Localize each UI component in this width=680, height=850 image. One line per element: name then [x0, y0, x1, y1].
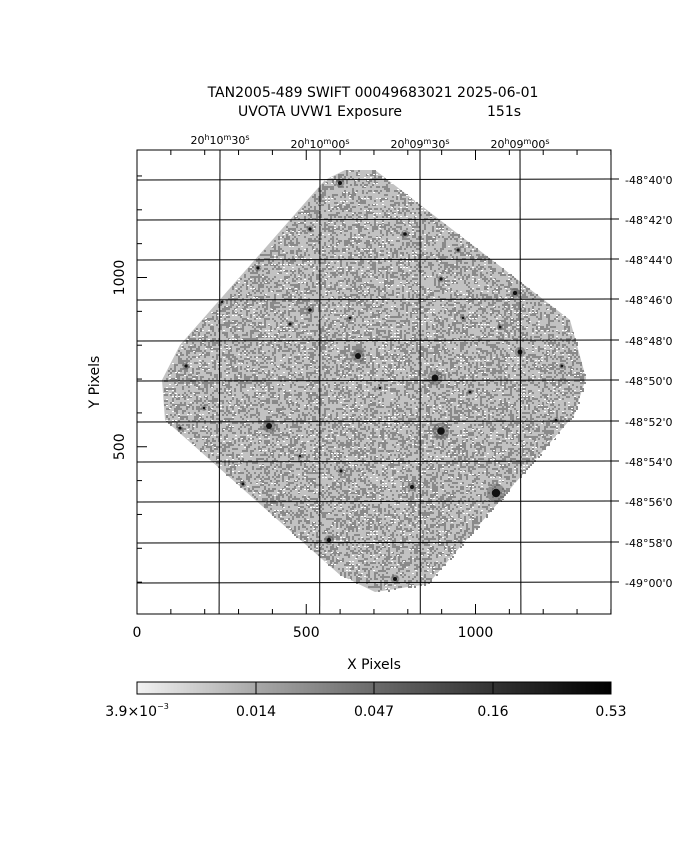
point-source: [560, 364, 564, 368]
dec-label: -48°54'0: [625, 456, 673, 469]
y-tick-label: 500: [112, 433, 128, 460]
point-source: [348, 316, 352, 320]
dec-grid-line: [136, 460, 612, 463]
dec-grid-line: [136, 420, 612, 423]
point-source: [378, 386, 382, 390]
y-tick-labels: 500 1000: [112, 260, 128, 460]
colorbar-label: 0.047: [354, 704, 394, 720]
x-tick-label: 1000: [458, 625, 494, 641]
point-source: [498, 325, 502, 329]
point-source: [298, 454, 302, 458]
figure-title: TAN2005-489 SWIFT 00049683021 2025-06-01: [207, 85, 539, 101]
dec-grid-line: [136, 339, 612, 342]
dec-label: -48°50'0: [625, 375, 673, 388]
image-sources: [176, 178, 566, 584]
colorbar-label: 0.53: [595, 704, 626, 720]
point-source: [461, 316, 465, 320]
y-axis-label: Y Pixels: [87, 356, 103, 410]
point-source: [288, 322, 292, 326]
x-tick-labels: 0 500 1000: [133, 625, 494, 641]
point-source: [512, 290, 518, 296]
ra-label: 20h10m00s: [290, 137, 349, 151]
x-tick-label: 500: [293, 625, 320, 641]
point-source: [468, 390, 472, 394]
dec-label: -48°48'0: [625, 335, 673, 348]
dec-grid-line: [136, 178, 612, 181]
point-source: [178, 426, 182, 430]
dec-grid-line: [136, 541, 612, 544]
point-source: [266, 423, 272, 429]
point-source: [256, 266, 260, 270]
point-source: [338, 181, 342, 185]
point-source: [308, 227, 312, 231]
dec-label: -49°00'0: [625, 577, 673, 590]
figure-subtitle: UVOTA UVW1 Exposure: [238, 104, 402, 120]
dec-label: -48°56'0: [625, 496, 673, 509]
ra-axis-labels: 20h10m30s 20h10m00s 20h09m30s 20h09m00s: [190, 133, 549, 151]
point-source: [439, 277, 443, 281]
ra-grid-line: [218, 149, 221, 615]
dec-grid-line: [136, 298, 612, 301]
point-source: [184, 364, 188, 368]
colorbar-label: 0.16: [477, 704, 508, 720]
x-axis-label: X Pixels: [347, 657, 401, 673]
dec-grid-line: [136, 500, 612, 503]
colorbar-ticks: [255, 682, 494, 694]
point-source: [339, 469, 343, 473]
exposure-time: 151s: [487, 104, 521, 120]
colorbar-label: 3.9×10−3: [105, 702, 169, 720]
point-source: [491, 488, 501, 498]
point-source: [241, 482, 245, 486]
dec-label: -48°46'0: [625, 294, 673, 307]
point-source: [456, 248, 460, 252]
image-noise: [163, 170, 586, 592]
dec-grid-line: [136, 218, 612, 221]
point-source: [308, 308, 312, 312]
point-source: [326, 537, 332, 543]
point-source: [410, 485, 414, 489]
dec-axis-labels: -48°40'0 -48°42'0 -48°44'0 -48°46'0 -48°48'0…: [611, 174, 673, 590]
ra-label: 20h10m30s: [190, 133, 249, 147]
x-tick-label: 0: [133, 625, 142, 641]
colorbar-label: 0.014: [236, 704, 276, 720]
point-source: [403, 232, 407, 236]
dec-label: -48°42'0: [625, 214, 673, 227]
noise-dark-pixels: [164, 170, 586, 592]
ra-label: 20h09m30s: [390, 137, 449, 151]
dec-label: -48°40'0: [625, 174, 673, 187]
point-source: [437, 427, 445, 435]
point-source: [393, 577, 397, 581]
dec-grid-line: [136, 581, 612, 584]
dec-label: -48°58'0: [625, 537, 673, 550]
dec-label: -48°44'0: [625, 254, 673, 267]
ra-grid-line: [519, 149, 522, 615]
pixel-ticks: [136, 150, 612, 614]
point-source: [355, 353, 361, 359]
point-source: [220, 300, 224, 304]
dec-label: -48°52'0: [625, 416, 673, 429]
point-source: [431, 374, 439, 382]
dec-grid-line: [136, 258, 612, 261]
point-source: [202, 406, 206, 410]
coordinate-grid: [136, 149, 612, 615]
colorbar-labels: 3.9×10−3 0.014 0.047 0.16 0.53: [105, 702, 626, 720]
dec-grid-line: [136, 379, 612, 382]
ra-label: 20h09m00s: [490, 137, 549, 151]
y-tick-label: 1000: [112, 260, 128, 296]
